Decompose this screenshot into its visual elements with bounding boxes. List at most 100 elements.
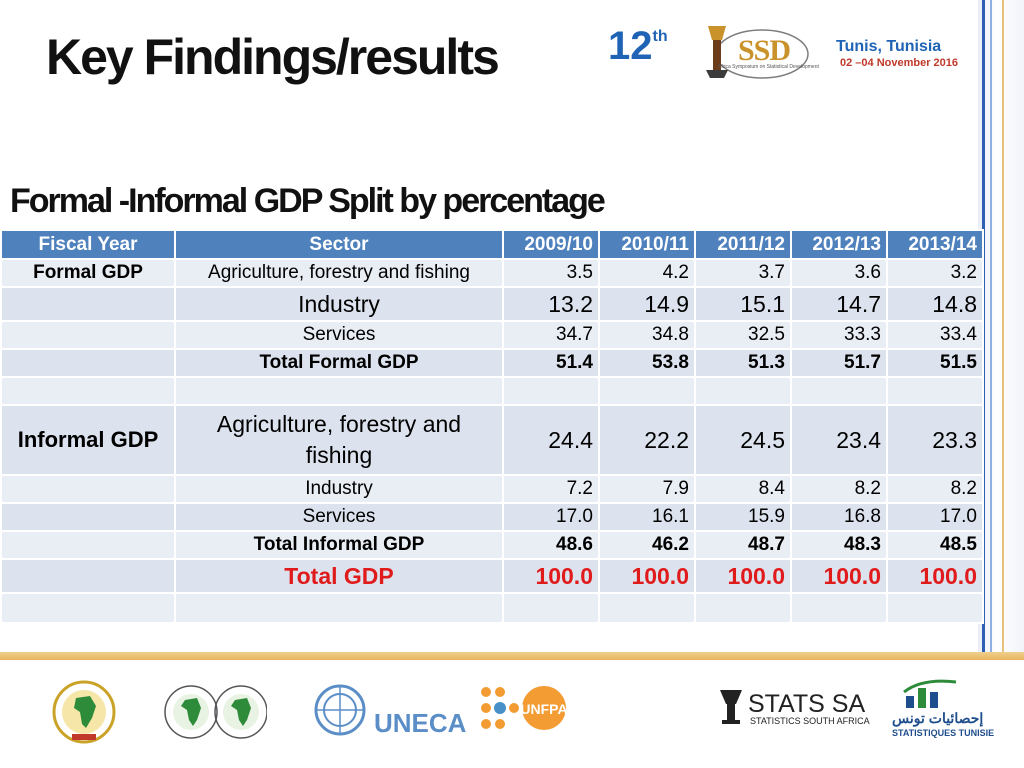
value-cell bbox=[502, 592, 600, 624]
value-cell: 48.5 bbox=[886, 530, 984, 560]
ssd-subtitle: Africa Symposium on Statistical Developm… bbox=[718, 64, 819, 70]
event-dates: 02 –04 November 2016 bbox=[840, 57, 959, 69]
value-cell: 15.9 bbox=[694, 502, 792, 532]
sector-label: Agriculture, forestry and fishing bbox=[174, 404, 504, 476]
value-cell bbox=[502, 376, 600, 406]
table-row bbox=[0, 592, 984, 624]
value-cell: 51.5 bbox=[886, 348, 984, 378]
table-row-total-gdp: Total GDP 100.0 100.0 100.0 100.0 100.0 bbox=[0, 558, 984, 594]
stats-sa-emblem-icon bbox=[720, 690, 742, 724]
value-cell: 100.0 bbox=[502, 558, 600, 594]
right-edge-line bbox=[1002, 0, 1004, 658]
value-cell: 48.6 bbox=[502, 530, 600, 560]
value-cell bbox=[886, 376, 984, 406]
value-cell: 3.5 bbox=[502, 258, 600, 288]
sector-label bbox=[174, 592, 504, 624]
value-cell bbox=[790, 376, 888, 406]
right-edge-decoration bbox=[978, 0, 1024, 658]
column-header-year: 2013/14 bbox=[886, 229, 984, 260]
column-header-year: 2011/12 bbox=[694, 229, 792, 260]
table-row: Informal GDP Agriculture, forestry and f… bbox=[0, 404, 984, 476]
table-row: Total Formal GDP 51.4 53.8 51.3 51.7 51.… bbox=[0, 348, 984, 378]
value-cell: 7.2 bbox=[502, 474, 600, 504]
sector-label: Services bbox=[174, 502, 504, 532]
unfpa-logo-icon: UNFPA bbox=[481, 686, 568, 730]
table-row: Industry 13.2 14.9 15.1 14.7 14.8 bbox=[0, 286, 984, 322]
sector-label: Industry bbox=[174, 474, 504, 504]
group-label bbox=[0, 376, 176, 406]
value-cell: 16.1 bbox=[598, 502, 696, 532]
value-cell: 24.5 bbox=[694, 404, 792, 476]
right-edge-line bbox=[982, 0, 985, 658]
statistiques-tunisie-arabic-label: إحصائيات تونس bbox=[892, 710, 984, 726]
sector-label: Total Formal GDP bbox=[174, 348, 504, 378]
svg-text:UNFPA: UNFPA bbox=[520, 701, 567, 717]
united-nations-emblem-icon bbox=[314, 684, 366, 736]
ssd-emblem-icon bbox=[706, 26, 809, 79]
statistiques-tunisie-logo-icon bbox=[903, 679, 957, 708]
value-cell: 23.3 bbox=[886, 404, 984, 476]
value-cell bbox=[598, 592, 696, 624]
group-label bbox=[0, 592, 176, 624]
value-cell: 34.7 bbox=[502, 320, 600, 350]
table-row: Total Informal GDP 48.6 46.2 48.7 48.3 4… bbox=[0, 530, 984, 560]
value-cell: 17.0 bbox=[886, 502, 984, 532]
value-cell: 17.0 bbox=[502, 502, 600, 532]
sector-label: Services bbox=[174, 320, 504, 350]
value-cell: 14.7 bbox=[790, 286, 888, 322]
uneca-label: UNECA bbox=[374, 708, 467, 738]
group-label bbox=[0, 530, 176, 560]
table-row bbox=[0, 376, 984, 406]
value-cell: 3.6 bbox=[790, 258, 888, 288]
ssd-logo-text: SSD bbox=[738, 34, 791, 67]
value-cell bbox=[598, 376, 696, 406]
value-cell: 15.1 bbox=[694, 286, 792, 322]
value-cell: 46.2 bbox=[598, 530, 696, 560]
value-cell: 3.7 bbox=[694, 258, 792, 288]
sector-label: Industry bbox=[174, 286, 504, 322]
edition-logo: 12th bbox=[608, 24, 668, 69]
group-label: Formal GDP bbox=[0, 258, 176, 288]
table-row: Services 17.0 16.1 15.9 16.8 17.0 bbox=[0, 502, 984, 532]
group-label: Informal GDP bbox=[0, 404, 176, 476]
african-union-logo-icon bbox=[52, 680, 116, 744]
statistiques-tunisie-label: STATISTIQUES TUNISIE bbox=[892, 728, 995, 738]
sector-label: Agriculture, forestry and fishing bbox=[174, 258, 504, 288]
value-cell: 14.9 bbox=[598, 286, 696, 322]
value-cell: 22.2 bbox=[598, 404, 696, 476]
footer-divider bbox=[0, 652, 1024, 660]
column-header-sector: Sector bbox=[174, 229, 504, 260]
group-label bbox=[0, 474, 176, 504]
value-cell: 100.0 bbox=[694, 558, 792, 594]
table-header-row: Fiscal Year Sector 2009/10 2010/11 2011/… bbox=[0, 229, 984, 260]
value-cell: 51.7 bbox=[790, 348, 888, 378]
value-cell: 7.9 bbox=[598, 474, 696, 504]
value-cell: 100.0 bbox=[790, 558, 888, 594]
stats-sa-subtitle: STATISTICS SOUTH AFRICA bbox=[750, 716, 870, 726]
value-cell: 34.8 bbox=[598, 320, 696, 350]
sector-label: Total GDP bbox=[174, 558, 504, 594]
group-label bbox=[0, 558, 176, 594]
group-label bbox=[0, 348, 176, 378]
stats-sa-label: STATS SA bbox=[748, 690, 866, 718]
value-cell: 4.2 bbox=[598, 258, 696, 288]
sector-label: Total Informal GDP bbox=[174, 530, 504, 560]
column-header-fiscal-year: Fiscal Year bbox=[0, 229, 176, 260]
value-cell: 8.4 bbox=[694, 474, 792, 504]
event-location: Tunis, Tunisia bbox=[836, 38, 942, 55]
value-cell: 14.8 bbox=[886, 286, 984, 322]
value-cell: 3.2 bbox=[886, 258, 984, 288]
value-cell: 33.4 bbox=[886, 320, 984, 350]
group-label bbox=[0, 502, 176, 532]
group-label bbox=[0, 286, 176, 322]
edition-suffix: th bbox=[652, 28, 668, 45]
value-cell bbox=[694, 592, 792, 624]
value-cell: 100.0 bbox=[886, 558, 984, 594]
column-header-year: 2012/13 bbox=[790, 229, 888, 260]
value-cell: 48.3 bbox=[790, 530, 888, 560]
value-cell: 16.8 bbox=[790, 502, 888, 532]
value-cell: 48.7 bbox=[694, 530, 792, 560]
value-cell bbox=[886, 592, 984, 624]
group-label bbox=[0, 320, 176, 350]
value-cell: 24.4 bbox=[502, 404, 600, 476]
